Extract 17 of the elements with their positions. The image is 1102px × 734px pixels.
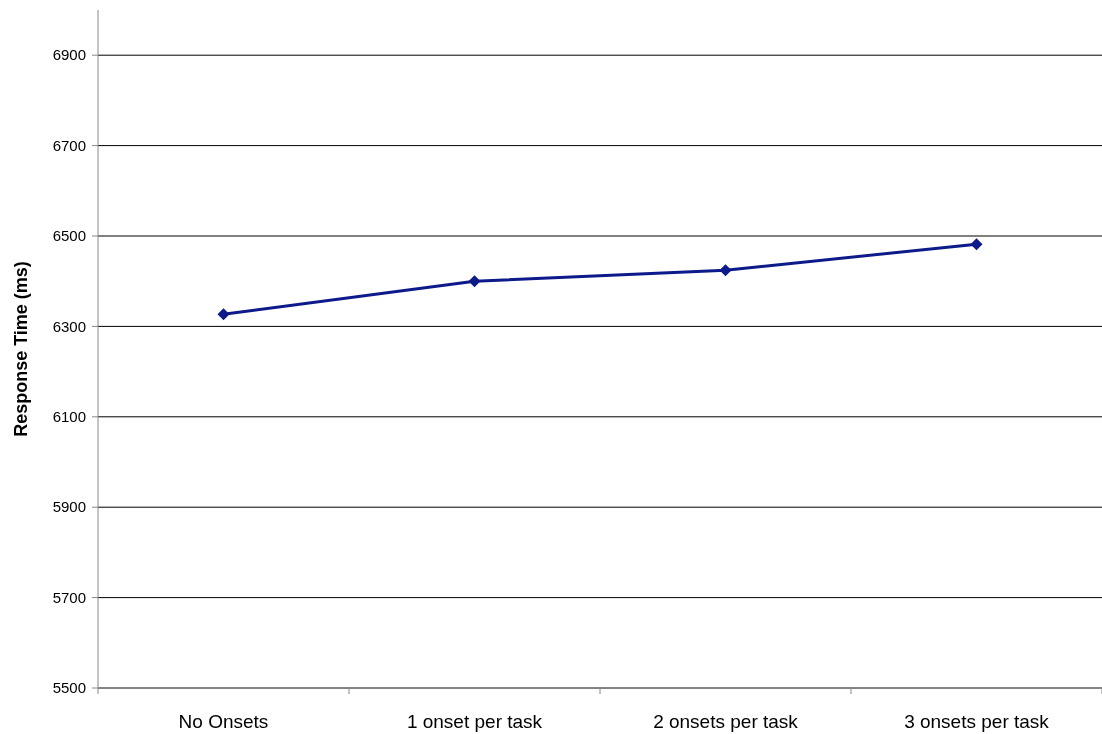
x-tick-label: No Onsets <box>178 711 269 732</box>
y-tick-label: 5900 <box>52 498 86 516</box>
y-axis-title: Response Time (ms) <box>11 261 31 437</box>
y-tick-label: 6300 <box>52 317 86 335</box>
point <box>719 264 732 277</box>
point <box>468 275 481 288</box>
y-tick-label: 5700 <box>52 588 86 606</box>
x-tick-label: 3 onsets per task <box>904 711 1050 732</box>
y-tick-label: 6100 <box>52 408 86 426</box>
x-tick-label: 1 onset per task <box>406 711 543 732</box>
y-tick-label: 5500 <box>52 679 86 697</box>
y-tick-label: 6500 <box>52 227 86 245</box>
y-tick-label: 6900 <box>52 46 86 64</box>
point <box>217 308 230 321</box>
point <box>970 238 983 251</box>
x-tick-label: 2 onsets per task <box>653 711 799 732</box>
y-tick-label: 6700 <box>52 136 86 154</box>
